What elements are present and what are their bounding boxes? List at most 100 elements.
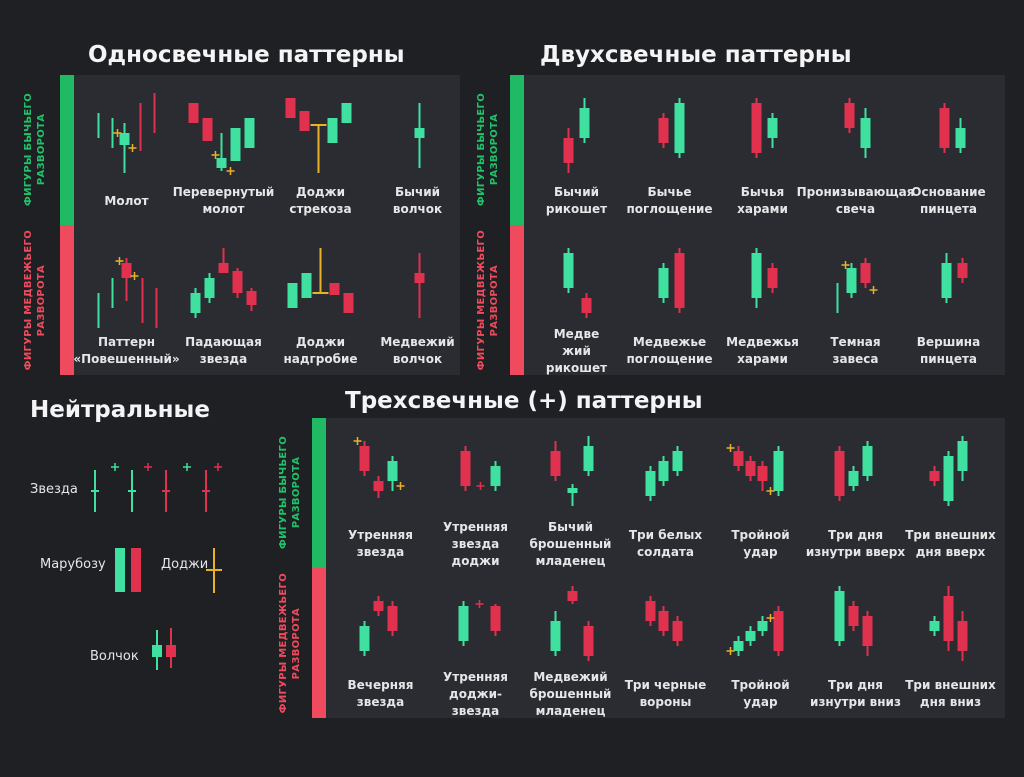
doji-candle — [310, 124, 327, 173]
pattern-candles — [658, 248, 685, 313]
bullish-candle — [834, 586, 845, 646]
bullish-candle — [672, 446, 683, 476]
marubozu-label: Марубозу — [40, 557, 106, 572]
bullish-candle — [767, 113, 778, 148]
bullish-candle — [327, 118, 338, 143]
bullish-candle — [414, 103, 425, 168]
bullish-candle — [773, 446, 784, 496]
single-candle-panel — [60, 75, 460, 375]
pattern-label: Медвежий волчок — [380, 335, 455, 366]
bearish-candle — [929, 466, 940, 486]
bearish-bar — [510, 225, 524, 375]
gap-marker-icon — [226, 167, 235, 175]
bearish-candle — [373, 476, 384, 498]
gap-marker-icon — [353, 437, 362, 445]
pattern-label: Три дня изнутри вверх — [805, 528, 906, 559]
bearish-candle — [939, 103, 950, 153]
pattern-double-bull: Бычье поглощение — [623, 75, 716, 225]
star-label: Звезда — [30, 482, 78, 497]
bearish-candle — [567, 586, 578, 604]
bullish-candle — [862, 441, 873, 481]
bearish-candle — [757, 461, 768, 491]
bullish-candle — [490, 461, 501, 491]
pattern-candles — [751, 248, 778, 308]
gap-marker-icon — [115, 257, 124, 265]
bearish-candle — [490, 604, 501, 636]
pattern-triple-bear: Три черные вороны — [618, 568, 713, 718]
bullish-candle — [550, 611, 561, 656]
bearish-candle — [581, 293, 592, 318]
bullish-candle — [733, 636, 744, 656]
side-label-text: ФИГУРЫ БЫЧЬЕГО РАЗВОРОТА — [476, 93, 500, 207]
neutral-title: Нейтральные — [30, 397, 210, 423]
bearish-candle — [202, 118, 213, 141]
pattern-triple-bull: Тройной удар — [713, 418, 808, 568]
bullish-candle — [674, 98, 685, 158]
pattern-candles — [458, 600, 501, 646]
bullish-candle — [204, 273, 215, 303]
pattern-candles — [834, 586, 873, 656]
bullish-candle — [645, 466, 656, 501]
star-cross-icon — [214, 463, 222, 471]
pattern-candles — [726, 444, 784, 496]
bullish-candle — [943, 451, 954, 506]
pattern-label: Три дня изнутри вниз — [810, 678, 901, 709]
bullish-candle — [957, 436, 968, 481]
gap-marker-icon — [476, 482, 485, 490]
bullish-candle — [658, 456, 669, 486]
neutral-diagram — [91, 463, 222, 670]
pattern-candles — [97, 93, 156, 173]
bearish-candle — [329, 283, 340, 295]
bearish-candle — [745, 456, 756, 481]
bullish-reversal-label: ФИГУРЫ БЫЧЬЕГО РАЗВОРОТА — [468, 75, 508, 225]
bullish-bar — [312, 418, 326, 568]
spinning-top-label: Волчок — [90, 649, 139, 664]
bearish-candle — [285, 98, 296, 118]
pattern-candles — [836, 258, 878, 313]
gap-marker-icon — [211, 151, 220, 159]
bullish-candle — [955, 118, 966, 153]
bullish-candle — [119, 123, 130, 173]
pattern-candles — [834, 441, 873, 501]
bullish-candle — [359, 621, 370, 656]
pattern-triple-bear: Тройной удар — [713, 568, 808, 718]
pattern-candles — [929, 436, 968, 506]
gap-marker-icon — [128, 144, 137, 152]
pattern-candles — [287, 248, 354, 313]
bullish-candle — [244, 118, 255, 148]
pattern-candles — [563, 98, 590, 173]
bearish-candle — [218, 248, 229, 273]
bullish-candle — [929, 616, 940, 636]
pattern-label: Молот — [104, 193, 149, 208]
bullish-candle — [301, 273, 312, 298]
bearish-candle — [862, 611, 873, 656]
pattern-triple-bull: Три дня изнутри вверх — [806, 418, 905, 568]
side-label-text: ФИГУРЫ МЕДВЕЖЬЕГО РАЗВОРОТА — [476, 229, 500, 371]
pattern-label: Медве жий рикошет — [545, 326, 608, 375]
pattern-label: Медвежье поглощение — [626, 335, 713, 366]
bearish-bar — [60, 225, 74, 375]
pattern-label: Бычий брошенный младенец — [529, 519, 612, 568]
pattern-label: Три внешних дня вниз — [905, 678, 996, 709]
bullish-candle — [567, 484, 578, 506]
pattern-label: Утренняя доджи- звезда — [443, 669, 508, 718]
pattern-candles — [929, 586, 968, 661]
single-candle-title: Односвечные паттерны — [88, 42, 405, 68]
bearish-candle — [751, 98, 762, 158]
bearish-candle — [583, 621, 594, 661]
bearish-candle — [834, 446, 845, 501]
bearish-reversal-label: ФИГУРЫ МЕДВЕЖЬЕГО РАЗВОРОТА — [468, 225, 508, 375]
pattern-single-bull: Перевернутый молот — [173, 75, 274, 225]
bullish-candle — [745, 626, 756, 646]
bearish-candle — [957, 258, 968, 283]
pattern-single-bull: Молот — [78, 75, 175, 225]
pattern-label: Утренняя звезда — [348, 528, 413, 559]
bearish-candle — [188, 103, 199, 123]
bearish-candle — [645, 596, 656, 626]
pattern-double-bull: Основание пинцета — [902, 75, 995, 225]
pattern-candles — [460, 446, 501, 491]
doji-candle — [206, 548, 222, 593]
pattern-double-bull: Бычий рикошет — [530, 75, 623, 225]
pattern-candles — [645, 596, 683, 646]
pattern-triple-bear: Утренняя доджи- звезда — [428, 568, 523, 718]
